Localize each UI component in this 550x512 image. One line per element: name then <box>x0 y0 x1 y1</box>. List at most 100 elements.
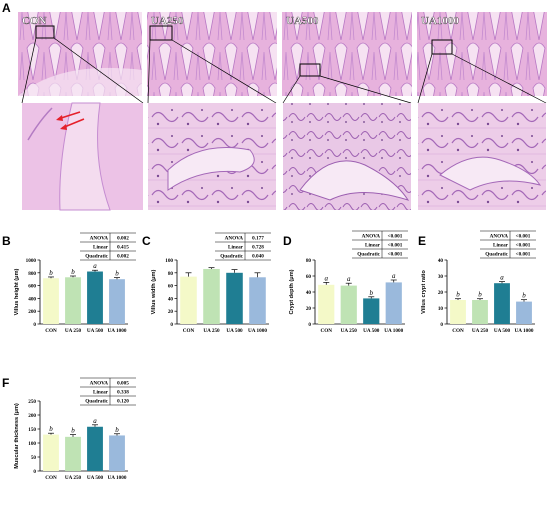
stat-value: 0.002 <box>117 254 129 260</box>
stat-value: <0.001 <box>516 243 531 249</box>
y-tick-label: 150 <box>28 427 36 433</box>
chart-crypt-depth: 0 20 40 60 80 Crypt depth (μm) a CON a UA 250 b UA … <box>289 230 408 334</box>
significance-letter: a <box>325 274 329 282</box>
stat-value: <0.001 <box>388 243 403 249</box>
bar <box>472 300 488 324</box>
y-axis-label: Villus crypt ratio <box>421 270 427 314</box>
bar <box>494 283 510 324</box>
bar <box>203 268 220 324</box>
bar <box>226 272 243 324</box>
significance-letter: b <box>71 427 75 435</box>
section-a-label: A <box>2 1 11 15</box>
zoom-line-right <box>319 75 412 104</box>
section-e-label: E <box>418 234 426 248</box>
category-label: UA 250 <box>65 328 82 334</box>
y-tick-label: 0 <box>170 322 173 328</box>
section-d-label: D <box>283 234 292 248</box>
significance-letter: a <box>93 417 97 425</box>
y-tick-label: 100 <box>165 258 173 264</box>
significance-letter: b <box>115 270 119 278</box>
zoom-box <box>431 39 453 55</box>
section-c-label: C <box>142 234 151 248</box>
y-tick-label: 40 <box>438 258 444 264</box>
stat-value: <0.001 <box>388 234 403 240</box>
significance-letter: b <box>522 292 526 300</box>
micrograph-con: CON <box>18 12 144 104</box>
category-label: UA 250 <box>472 328 489 334</box>
zoom-ua250 <box>148 103 276 210</box>
zoom-line-right <box>451 53 547 104</box>
bar <box>363 298 380 324</box>
category-label: CON <box>45 475 57 481</box>
zoom-box <box>299 63 321 77</box>
zoom-ua1000-image <box>418 103 546 210</box>
significance-letter: a <box>392 272 396 280</box>
category-label: UA 500 <box>494 328 511 334</box>
significance-letter: b <box>478 291 482 299</box>
y-tick-label: 0 <box>33 469 36 475</box>
zoom-line-left <box>282 75 301 104</box>
y-axis-label: Villus height (μm) <box>14 268 20 315</box>
y-tick-label: 20 <box>168 309 174 315</box>
y-tick-label: 400 <box>28 296 36 302</box>
bar <box>318 284 335 324</box>
stat-name: Quadratic <box>85 399 108 405</box>
y-tick-label: 30 <box>438 274 444 280</box>
stat-value: 0.338 <box>117 390 129 396</box>
y-tick-label: 800 <box>28 271 36 277</box>
bar <box>87 271 103 324</box>
zoom-line-right <box>53 37 144 104</box>
stat-value: 0.005 <box>117 381 129 387</box>
bar <box>87 426 103 471</box>
stat-name: ANOVA <box>490 234 509 240</box>
micrograph-con-label: CON <box>22 15 47 27</box>
y-tick-label: 40 <box>168 296 174 302</box>
bar <box>180 276 197 324</box>
y-axis-label: Crypt depth (μm) <box>289 269 295 314</box>
category-label: CON <box>45 328 57 334</box>
category-label: UA 500 <box>226 328 243 334</box>
stat-name: ANOVA <box>362 234 381 240</box>
stat-name: ANOVA <box>90 236 109 242</box>
y-tick-label: 1000 <box>26 258 37 264</box>
bar <box>65 277 81 324</box>
villus-edge <box>27 107 53 141</box>
stat-name: ANOVA <box>90 381 109 387</box>
significance-letter: a <box>93 262 97 270</box>
stat-name: Linear <box>93 390 109 396</box>
bar <box>109 435 125 471</box>
stat-value: 0.728 <box>252 245 264 251</box>
zoom-box <box>35 25 55 39</box>
stat-name: Linear <box>365 243 381 249</box>
section-b-label: B <box>2 234 11 248</box>
bar <box>43 434 59 471</box>
bar <box>385 282 402 324</box>
y-tick-label: 40 <box>306 290 312 296</box>
stat-name: Quadratic <box>485 252 508 258</box>
micrograph-ua1000: UA1000 <box>417 12 547 104</box>
category-label: CON <box>183 328 195 334</box>
micrograph-ua250: UA250 <box>147 12 277 104</box>
micrograph-ua250-label: UA250 <box>151 15 184 27</box>
y-tick-label: 200 <box>28 309 36 315</box>
category-label: UA 250 <box>203 328 220 334</box>
bar <box>65 436 81 471</box>
category-label: CON <box>452 328 464 334</box>
bar <box>450 300 466 324</box>
stat-value: <0.001 <box>516 252 531 258</box>
stat-name: Linear <box>93 245 109 251</box>
zoom-ua500 <box>283 103 411 210</box>
bar <box>340 285 357 324</box>
y-tick-label: 200 <box>28 413 36 419</box>
micrograph-ua500-label: UA500 <box>286 15 319 27</box>
zoom-ua1000 <box>418 103 546 210</box>
y-tick-label: 60 <box>306 274 312 280</box>
lumen-shape <box>18 67 142 96</box>
significance-letter: b <box>49 269 53 277</box>
category-label: UA 1000 <box>108 328 127 334</box>
bar <box>249 277 266 324</box>
y-tick-label: 0 <box>33 322 36 328</box>
category-label: CON <box>320 328 332 334</box>
chart-villus-height: 0 200 400 600 800 1000 Villus height (μm) b CON b… <box>14 232 136 334</box>
